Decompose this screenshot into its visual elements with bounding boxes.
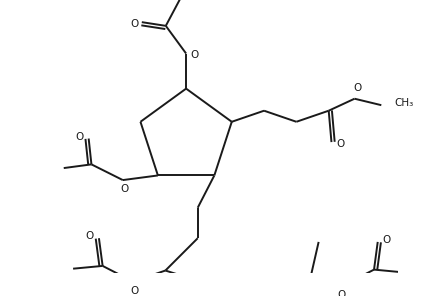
Text: O: O <box>121 184 129 194</box>
Text: O: O <box>383 235 391 245</box>
Text: O: O <box>131 286 139 296</box>
Text: O: O <box>86 231 94 241</box>
Text: O: O <box>190 50 198 60</box>
Text: O: O <box>337 139 345 149</box>
Text: CH₃: CH₃ <box>394 98 414 108</box>
Text: O: O <box>75 132 84 142</box>
Text: O: O <box>130 19 138 29</box>
Text: O: O <box>338 289 346 296</box>
Text: O: O <box>353 83 361 93</box>
